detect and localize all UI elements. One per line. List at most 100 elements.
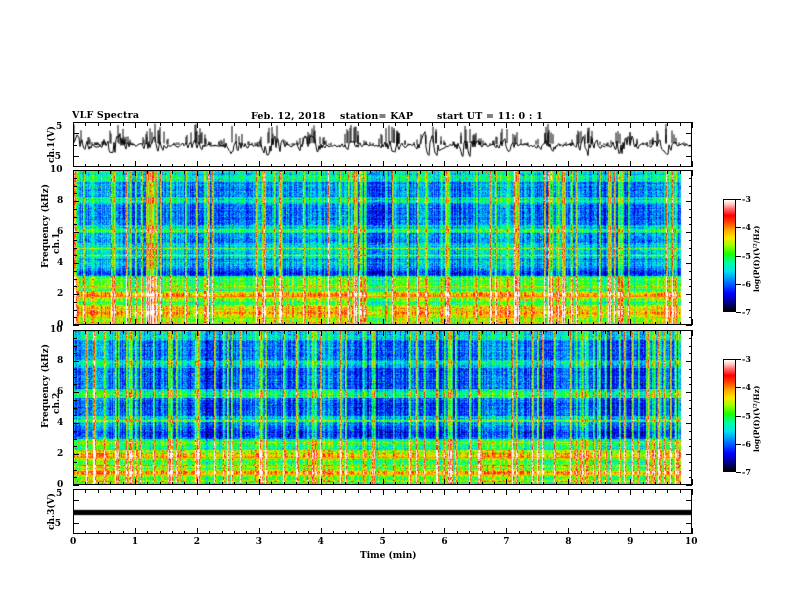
x-tick-major [97, 122, 99, 126]
x-tick-major [419, 163, 421, 167]
ch1-tick-neg5: -5 [51, 152, 61, 162]
x-tick-major [85, 163, 87, 167]
y-tick [688, 469, 692, 471]
x-tick-major [85, 481, 87, 485]
x-tick-major [469, 170, 471, 174]
x-tick-major [308, 489, 310, 493]
x-tick-major [555, 170, 557, 174]
y-tick [73, 144, 77, 146]
x-tick-major [531, 321, 533, 325]
x-tick-major [407, 481, 409, 485]
y-tick [73, 270, 77, 272]
x-tick-major [407, 163, 409, 167]
x-tick-major [580, 163, 582, 167]
x-tick-major [444, 170, 446, 176]
x-tick-major [258, 161, 260, 167]
x-tick-major [456, 330, 458, 334]
x-tick-major [233, 530, 235, 534]
x-tick-major [568, 170, 570, 176]
x-tick-major [382, 489, 384, 495]
x-tick-major [172, 481, 173, 485]
x-tick-major [196, 489, 198, 495]
x-tick-major [382, 170, 384, 176]
x-tick-major [308, 481, 310, 485]
x-tick-label: 1 [131, 537, 139, 547]
x-tick-major [493, 330, 495, 334]
x-tick-major [593, 122, 594, 126]
x-tick-major [667, 330, 669, 334]
x-tick-major [308, 330, 310, 334]
x-tick-major [543, 481, 545, 485]
y-tick [73, 392, 79, 393]
x-tick-major [506, 161, 508, 167]
x-tick-major [469, 530, 471, 534]
x-tick-major [444, 161, 446, 167]
x-tick-major [110, 530, 112, 534]
panel-ch2-spectrogram [73, 330, 692, 485]
y-tick [73, 511, 77, 513]
x-tick-major [456, 170, 458, 174]
x-tick-major [654, 481, 656, 485]
x-tick-major [382, 479, 384, 485]
colorbar-tick-label: -3 [742, 354, 751, 364]
y-tick [688, 185, 692, 187]
y-tick-label: 2 [57, 449, 64, 459]
x-tick-major [394, 163, 396, 167]
x-tick-major [370, 530, 372, 534]
x-tick-major [555, 122, 557, 126]
x-tick-major [246, 122, 248, 126]
x-tick-major [73, 161, 74, 167]
y-tick [73, 224, 77, 226]
y-tick [688, 376, 692, 378]
x-tick-major [555, 530, 557, 534]
y-tick [73, 330, 79, 331]
x-tick-major [667, 530, 669, 534]
x-tick-major [233, 481, 235, 485]
x-tick-major [295, 122, 297, 126]
x-tick-major [469, 481, 471, 485]
y-tick [688, 345, 692, 347]
x-tick-major [394, 122, 396, 126]
x-tick-major [654, 122, 656, 126]
x-tick-major [679, 481, 681, 485]
y-tick [73, 438, 77, 440]
x-tick-major [481, 321, 483, 325]
y-tick [688, 438, 692, 440]
x-tick-major [394, 170, 396, 174]
y-tick [688, 353, 692, 355]
y-tick-label: 8 [57, 196, 64, 206]
y-tick [73, 177, 77, 179]
y-tick [73, 301, 77, 303]
x-tick-major [444, 489, 446, 495]
x-tick-major [345, 330, 347, 334]
x-tick-major [258, 170, 260, 176]
x-tick-major [630, 170, 632, 176]
x-tick-major [518, 489, 520, 493]
x-tick-major [246, 489, 248, 493]
x-tick-major [159, 163, 161, 167]
x-tick-major [209, 170, 211, 174]
x-tick-major [320, 122, 322, 128]
y-tick-label: 4 [57, 258, 64, 268]
x-tick-label: 7 [503, 537, 510, 547]
x-tick-major [580, 170, 582, 174]
y-tick [73, 255, 77, 257]
x-tick-major [692, 330, 693, 336]
x-tick-major [333, 530, 334, 534]
x-tick-major [531, 122, 533, 126]
x-tick-major [308, 170, 310, 174]
y-tick-label: 0 [57, 480, 64, 490]
x-tick-major [493, 170, 495, 174]
x-tick-major [642, 481, 644, 485]
x-tick-major [184, 122, 186, 126]
x-tick-major [295, 489, 297, 493]
y-tick [688, 477, 692, 479]
y-tick [688, 144, 692, 146]
x-tick-major [246, 163, 248, 167]
x-tick-major [654, 530, 656, 534]
y-tick [73, 278, 77, 280]
x-tick-major [147, 163, 149, 167]
x-tick-major [432, 489, 433, 493]
y-tick [73, 469, 77, 471]
